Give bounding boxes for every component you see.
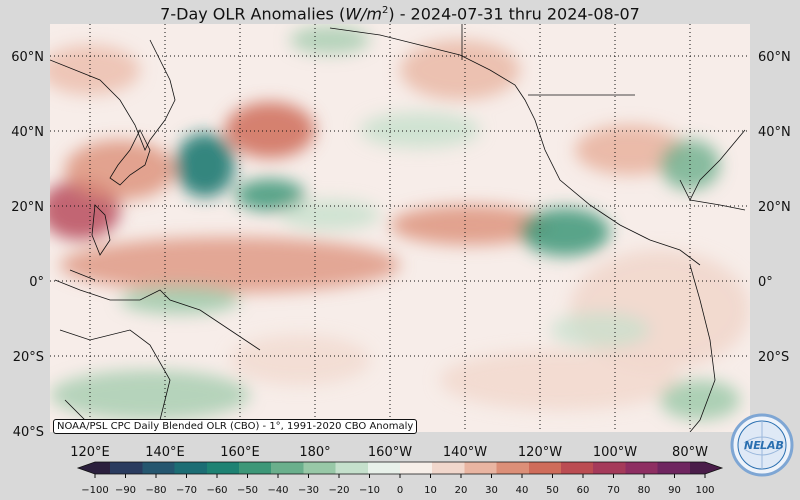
anomaly-blob-positive [400, 40, 520, 100]
graticule [50, 24, 750, 432]
colorbar-tick-label: 90 [668, 485, 681, 496]
lat-label: 40°N [758, 125, 791, 140]
colorbar-tick-label: −10 [359, 485, 380, 496]
colorbar: −100 −90 −80 −70 −60 −50 −40 −30 −20 −10 0 10 20 30 40… [76, 461, 724, 496]
lon-label: 160°E [220, 445, 260, 460]
lat-label: 60°N [758, 50, 791, 65]
anomaly-blob-positive [60, 237, 400, 293]
anomaly-blob-negative [360, 112, 480, 148]
colorbar-tick-label: 100 [695, 485, 714, 496]
colorbar-tick-label: 80 [638, 485, 651, 496]
anomaly-blobs [50, 26, 750, 420]
colorbar-tick-label: 30 [485, 485, 498, 496]
lon-label: 120°W [518, 445, 562, 460]
lat-label: 20°N [758, 200, 791, 215]
anomaly-blob-positive [390, 205, 550, 245]
map-title: 7-Day OLR Anomalies (W/m2) - 2024-07-31 … [160, 4, 640, 24]
anomaly-blob-negative [50, 370, 250, 420]
lon-label: 100°W [593, 445, 637, 460]
colorbar-tick-label: −90 [115, 485, 136, 496]
colorbar-tick-label: −80 [145, 485, 166, 496]
anomaly-blob-negative [550, 312, 650, 348]
lat-label: 20°S [13, 350, 44, 365]
lat-labels-left: 60°N 40°N 20°N 0° 20°S 40°S [11, 50, 44, 440]
colorbar-bar [76, 461, 724, 475]
lon-label: 80°W [672, 445, 708, 460]
anomaly-blob-negative [280, 200, 380, 230]
lon-label: 120°E [70, 445, 110, 460]
map-panel [50, 24, 750, 432]
anomaly-blob-positive [65, 140, 175, 200]
north-america-coastline [329, 27, 701, 266]
colorbar-ticks: −100 −90 −80 −70 −60 −50 −40 −30 −20 −10 0 10 20 30 40… [81, 474, 715, 496]
anomaly-blob-positive [50, 45, 140, 95]
anomaly-blob-positive [230, 335, 370, 385]
colorbar-tick-label: −100 [81, 485, 108, 496]
lat-label: 60°N [11, 50, 44, 65]
colorbar-tick-label: 10 [424, 485, 437, 496]
caribbean-coastline [689, 199, 746, 211]
indonesia-coastline [54, 269, 261, 351]
lat-label: 40°S [13, 425, 44, 440]
colorbar-tick-label: −30 [298, 485, 319, 496]
colorbar-tick-label: −60 [206, 485, 227, 496]
lat-labels-right: 60°N 40°N 20°N 0° 20°S [758, 50, 791, 365]
lon-label: 140°W [443, 445, 487, 460]
colorbar-tick-label: 0 [397, 485, 403, 496]
south-america-coastline [689, 264, 716, 432]
anomaly-blob-positive [575, 125, 685, 175]
coastlines [50, 24, 746, 432]
colorbar-tick-label: −40 [267, 485, 288, 496]
anomaly-field [50, 26, 750, 420]
anomaly-blob-negative [660, 380, 740, 420]
logo-globe-lines [743, 421, 781, 469]
lat-label: 0° [29, 275, 44, 290]
lon-labels: 120°E 140°E 160°E 180° 160°W 140°W 120°W… [70, 445, 708, 460]
colorbar-tick-label: 40 [516, 485, 529, 496]
anomaly-blob-negative [520, 208, 610, 256]
colorbar-tick-label: 50 [546, 485, 559, 496]
asia-coastline [50, 39, 176, 151]
lon-label: 180° [299, 445, 330, 460]
japan-coastline [109, 129, 151, 186]
anomaly-blob-negative [235, 179, 305, 211]
lat-label: 40°N [11, 125, 44, 140]
lat-label: 0° [758, 275, 773, 290]
anomaly-blob-negative [290, 26, 370, 54]
anomaly-blob-positive [225, 102, 315, 158]
colorbar-tick-label: 60 [577, 485, 590, 496]
logo-text-lab: LAB [760, 439, 784, 452]
anomaly-blob-negative [175, 133, 235, 197]
colorbar-tick-label: −50 [237, 485, 258, 496]
colorbar-tick-label: −20 [328, 485, 349, 496]
anomaly-blob-positive [440, 350, 680, 410]
colorbar-tick-label: −70 [176, 485, 197, 496]
data-credit-label: NOAA/PSL CPC Daily Blended OLR (CBO) - 1… [53, 419, 418, 434]
nevlab-logo: NE LAB [730, 413, 794, 477]
lat-label: 20°N [11, 200, 44, 215]
colorbar-tick-label: 70 [607, 485, 620, 496]
lon-label: 160°W [368, 445, 412, 460]
lat-label: 20°S [758, 350, 789, 365]
us-east-coastline [679, 129, 746, 201]
logo-text-ne: NE [744, 439, 761, 452]
lon-label: 140°E [145, 445, 185, 460]
colorbar-tick-label: 20 [455, 485, 468, 496]
anomaly-blob-negative [120, 286, 240, 314]
philippines-coastline [91, 204, 111, 256]
